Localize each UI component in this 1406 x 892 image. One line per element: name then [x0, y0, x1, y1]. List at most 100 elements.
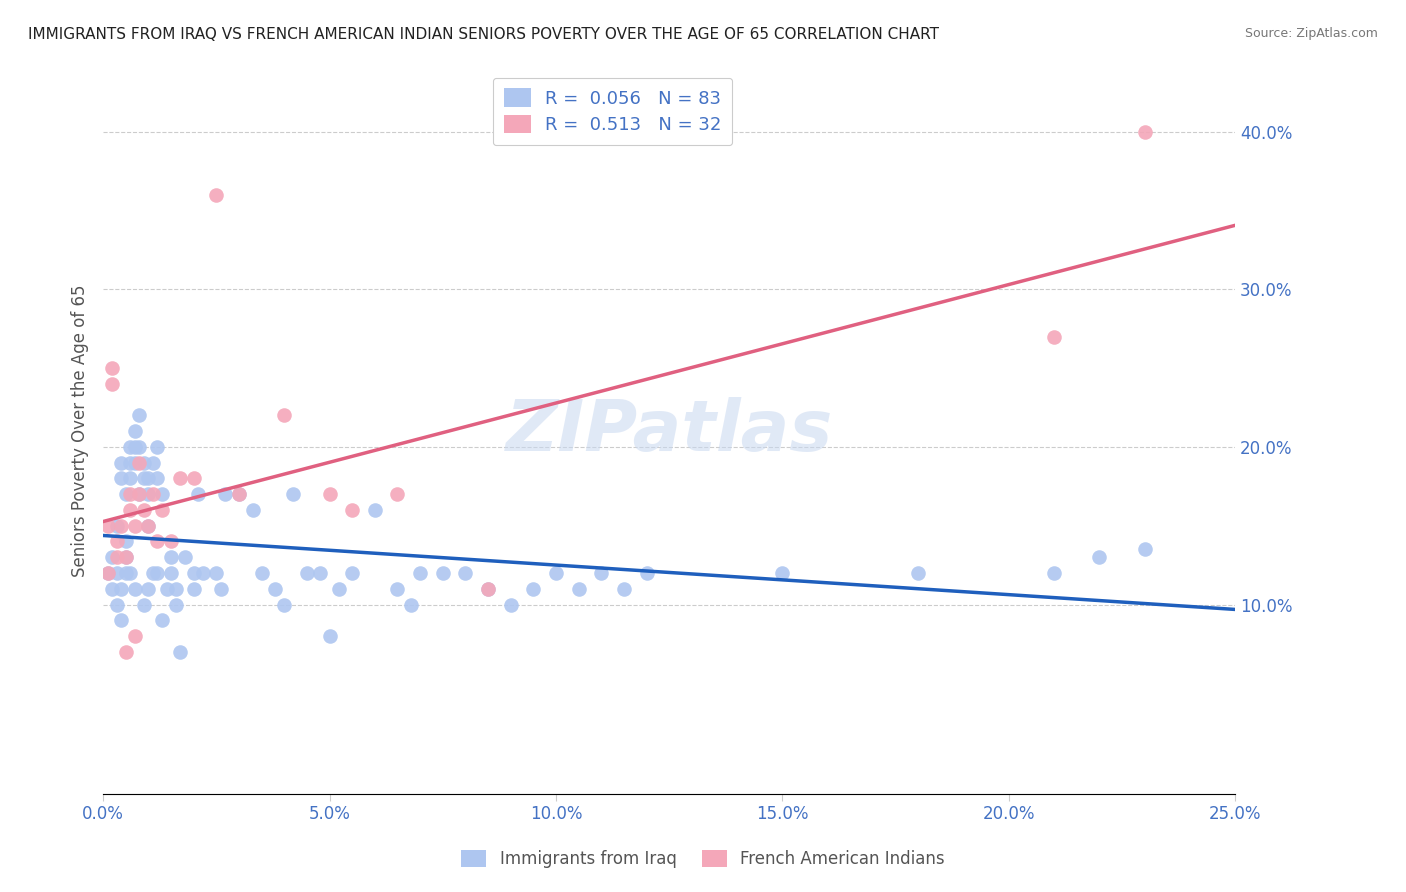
Point: [340, 566, 363, 580]
Point: [138, 487, 160, 501]
Point: [1133, 125, 1156, 139]
Point: [142, 566, 165, 580]
Point: [114, 487, 136, 501]
Point: [477, 582, 499, 596]
Point: [128, 456, 150, 470]
Point: [138, 471, 160, 485]
Point: [124, 629, 146, 643]
Point: [770, 566, 793, 580]
Point: [155, 582, 177, 596]
Point: [128, 487, 150, 501]
Point: [250, 566, 273, 580]
Point: [183, 566, 205, 580]
Point: [146, 440, 169, 454]
Point: [283, 487, 305, 501]
Point: [1043, 566, 1066, 580]
Point: [105, 550, 128, 565]
Point: [387, 582, 409, 596]
Point: [399, 598, 422, 612]
Point: [105, 534, 128, 549]
Point: [1043, 329, 1066, 343]
Point: [132, 503, 155, 517]
Point: [101, 550, 124, 565]
Point: [110, 456, 132, 470]
Point: [146, 534, 169, 549]
Point: [124, 440, 146, 454]
Point: [146, 566, 169, 580]
Point: [264, 582, 287, 596]
Point: [454, 566, 477, 580]
Point: [409, 566, 432, 580]
Point: [228, 487, 250, 501]
Point: [318, 629, 340, 643]
Point: [318, 487, 340, 501]
Point: [110, 582, 132, 596]
Point: [132, 471, 155, 485]
Point: [165, 582, 187, 596]
Legend: R =  0.056   N = 83, R =  0.513   N = 32: R = 0.056 N = 83, R = 0.513 N = 32: [492, 78, 733, 145]
Point: [124, 582, 146, 596]
Point: [1088, 550, 1111, 565]
Point: [387, 487, 409, 501]
Point: [128, 409, 150, 423]
Point: [132, 456, 155, 470]
Point: [128, 487, 150, 501]
Point: [295, 566, 318, 580]
Point: [544, 566, 567, 580]
Point: [160, 550, 183, 565]
Point: [101, 376, 124, 391]
Point: [120, 487, 142, 501]
Point: [114, 550, 136, 565]
Point: [160, 566, 183, 580]
Point: [187, 487, 209, 501]
Point: [124, 456, 146, 470]
Text: IMMIGRANTS FROM IRAQ VS FRENCH AMERICAN INDIAN SENIORS POVERTY OVER THE AGE OF 6: IMMIGRANTS FROM IRAQ VS FRENCH AMERICAN …: [28, 27, 939, 42]
Point: [160, 534, 183, 549]
Point: [1133, 542, 1156, 557]
Point: [432, 566, 454, 580]
Point: [522, 582, 544, 596]
Text: ZIPatlas: ZIPatlas: [506, 397, 832, 466]
Y-axis label: Seniors Poverty Over the Age of 65: Seniors Poverty Over the Age of 65: [72, 285, 89, 577]
Point: [150, 503, 173, 517]
Point: [150, 487, 173, 501]
Point: [120, 440, 142, 454]
Point: [205, 566, 228, 580]
Point: [173, 550, 195, 565]
Point: [114, 645, 136, 659]
Point: [138, 518, 160, 533]
Point: [591, 566, 613, 580]
Text: Source: ZipAtlas.com: Source: ZipAtlas.com: [1244, 27, 1378, 40]
Point: [146, 471, 169, 485]
Point: [142, 487, 165, 501]
Point: [138, 582, 160, 596]
Point: [183, 471, 205, 485]
Legend: Immigrants from Iraq, French American Indians: Immigrants from Iraq, French American In…: [454, 843, 952, 875]
Point: [97, 566, 120, 580]
Point: [97, 566, 120, 580]
Point: [105, 598, 128, 612]
Point: [499, 598, 522, 612]
Point: [273, 598, 295, 612]
Point: [364, 503, 387, 517]
Point: [907, 566, 929, 580]
Point: [477, 582, 499, 596]
Point: [110, 471, 132, 485]
Point: [613, 582, 636, 596]
Point: [124, 518, 146, 533]
Point: [328, 582, 350, 596]
Point: [124, 424, 146, 438]
Point: [191, 566, 214, 580]
Point: [309, 566, 332, 580]
Point: [165, 598, 187, 612]
Point: [150, 613, 173, 627]
Point: [340, 503, 363, 517]
Point: [636, 566, 658, 580]
Point: [101, 361, 124, 376]
Point: [183, 582, 205, 596]
Point: [120, 471, 142, 485]
Point: [120, 456, 142, 470]
Point: [568, 582, 591, 596]
Point: [209, 582, 232, 596]
Point: [273, 409, 295, 423]
